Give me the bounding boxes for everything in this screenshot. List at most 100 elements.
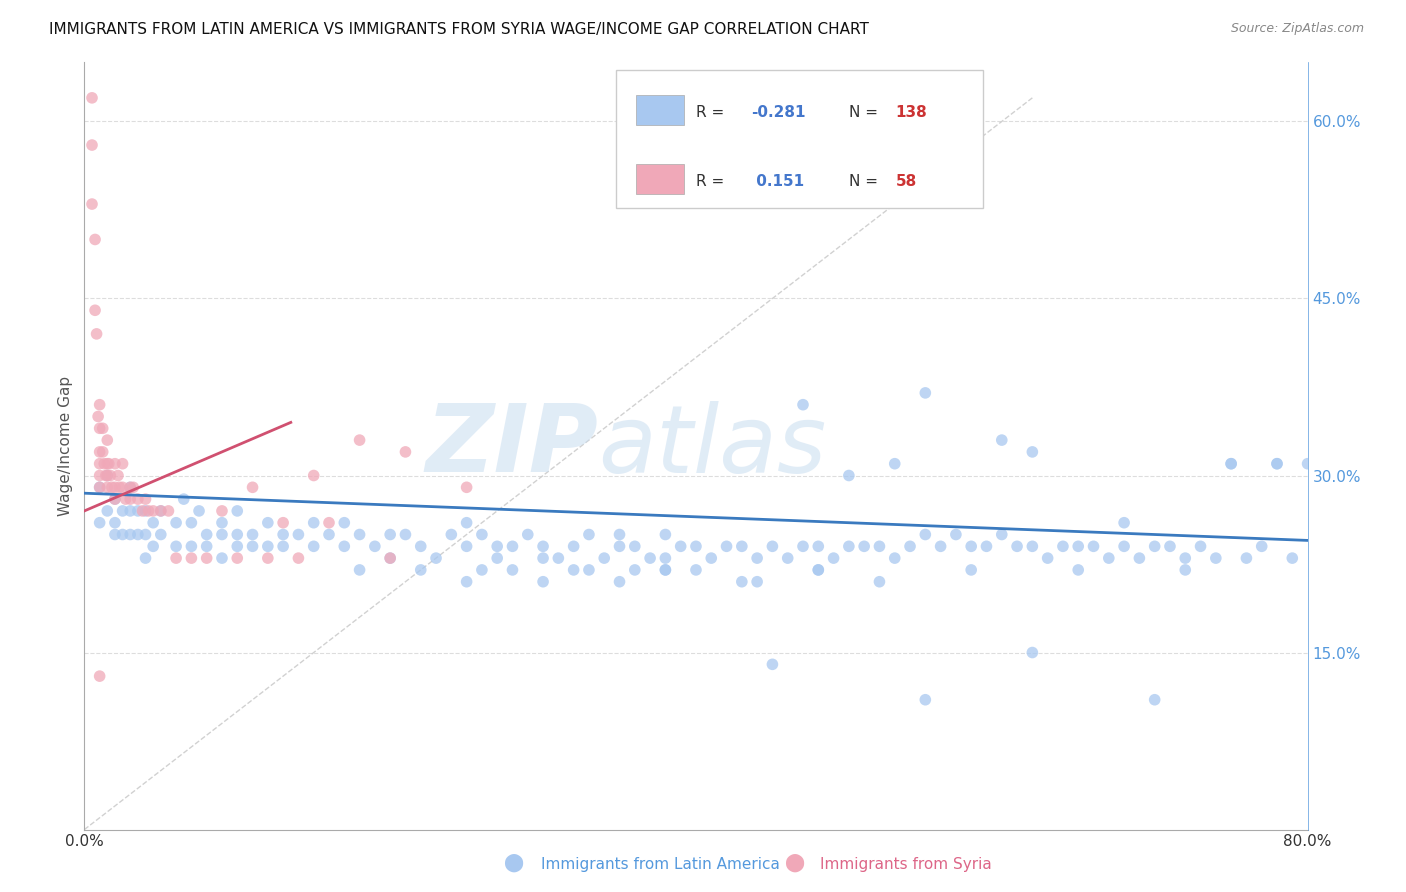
Point bbox=[91, 445, 114, 459]
Point bbox=[807, 563, 830, 577]
Point bbox=[318, 516, 340, 530]
Point bbox=[531, 551, 554, 566]
Text: Source: ZipAtlas.com: Source: ZipAtlas.com bbox=[1230, 22, 1364, 36]
Point bbox=[122, 480, 145, 494]
Point bbox=[242, 527, 264, 541]
Point bbox=[173, 492, 195, 507]
Text: Immigrants from Syria: Immigrants from Syria bbox=[820, 857, 991, 872]
Y-axis label: Wage/Income Gap: Wage/Income Gap bbox=[58, 376, 73, 516]
Point bbox=[869, 574, 891, 589]
Point bbox=[853, 539, 876, 553]
Point bbox=[111, 480, 134, 494]
Point bbox=[211, 527, 233, 541]
Point bbox=[120, 480, 142, 494]
Point bbox=[349, 563, 371, 577]
Point bbox=[142, 504, 165, 518]
Point bbox=[1098, 551, 1121, 566]
Point bbox=[180, 539, 202, 553]
Point bbox=[165, 551, 187, 566]
Point bbox=[135, 492, 157, 507]
Point bbox=[440, 527, 463, 541]
Point bbox=[654, 563, 676, 577]
Point bbox=[792, 398, 814, 412]
Point bbox=[180, 516, 202, 530]
Point bbox=[226, 504, 249, 518]
Point bbox=[761, 539, 783, 553]
Point bbox=[1114, 516, 1136, 530]
Point bbox=[89, 398, 111, 412]
Point bbox=[101, 480, 124, 494]
Point bbox=[87, 409, 110, 424]
Point bbox=[96, 457, 118, 471]
Point bbox=[349, 527, 371, 541]
Point bbox=[242, 480, 264, 494]
Point bbox=[333, 516, 356, 530]
Point bbox=[624, 539, 647, 553]
Point bbox=[1114, 539, 1136, 553]
Point bbox=[135, 504, 157, 518]
Point bbox=[823, 551, 845, 566]
Point bbox=[127, 527, 149, 541]
Point bbox=[960, 563, 983, 577]
Point bbox=[638, 551, 661, 566]
Point bbox=[578, 563, 600, 577]
Point bbox=[1174, 551, 1197, 566]
Point bbox=[107, 468, 129, 483]
Text: 138: 138 bbox=[896, 104, 927, 120]
FancyBboxPatch shape bbox=[616, 70, 983, 208]
Point bbox=[929, 539, 952, 553]
Point bbox=[747, 551, 769, 566]
Point bbox=[120, 492, 142, 507]
Point bbox=[1128, 551, 1150, 566]
Point bbox=[149, 504, 172, 518]
Point bbox=[127, 504, 149, 518]
Point bbox=[1143, 539, 1166, 553]
Point bbox=[138, 504, 160, 518]
Point bbox=[960, 539, 983, 553]
Point bbox=[131, 504, 153, 518]
Point bbox=[302, 516, 325, 530]
Point bbox=[96, 504, 118, 518]
Point bbox=[364, 539, 387, 553]
Point bbox=[914, 527, 936, 541]
Point bbox=[654, 563, 676, 577]
Point bbox=[700, 551, 723, 566]
Point bbox=[409, 539, 432, 553]
Point bbox=[562, 563, 585, 577]
Point bbox=[716, 539, 738, 553]
Point bbox=[287, 527, 309, 541]
Point bbox=[1067, 563, 1090, 577]
Point bbox=[1205, 551, 1227, 566]
Point bbox=[80, 91, 103, 105]
Point bbox=[807, 539, 830, 553]
Point bbox=[471, 527, 494, 541]
Point bbox=[149, 504, 172, 518]
Text: IMMIGRANTS FROM LATIN AMERICA VS IMMIGRANTS FROM SYRIA WAGE/INCOME GAP CORRELATI: IMMIGRANTS FROM LATIN AMERICA VS IMMIGRA… bbox=[49, 22, 869, 37]
Point bbox=[104, 457, 127, 471]
Point bbox=[425, 551, 447, 566]
Point bbox=[195, 527, 218, 541]
Point bbox=[226, 539, 249, 553]
Point bbox=[456, 574, 478, 589]
Point bbox=[1296, 457, 1319, 471]
Point bbox=[104, 480, 127, 494]
Point bbox=[104, 516, 127, 530]
Point bbox=[562, 539, 585, 553]
Point bbox=[380, 551, 402, 566]
Point bbox=[456, 539, 478, 553]
Point bbox=[127, 492, 149, 507]
Point bbox=[302, 539, 325, 553]
Point bbox=[257, 516, 280, 530]
Point bbox=[731, 574, 754, 589]
Point bbox=[471, 563, 494, 577]
Point bbox=[609, 527, 631, 541]
Point bbox=[96, 468, 118, 483]
Point bbox=[111, 527, 134, 541]
Point bbox=[211, 516, 233, 530]
Point bbox=[226, 551, 249, 566]
Point bbox=[1174, 563, 1197, 577]
Point bbox=[333, 539, 356, 553]
Point bbox=[1189, 539, 1212, 553]
Text: -0.281: -0.281 bbox=[751, 104, 806, 120]
FancyBboxPatch shape bbox=[636, 95, 683, 126]
